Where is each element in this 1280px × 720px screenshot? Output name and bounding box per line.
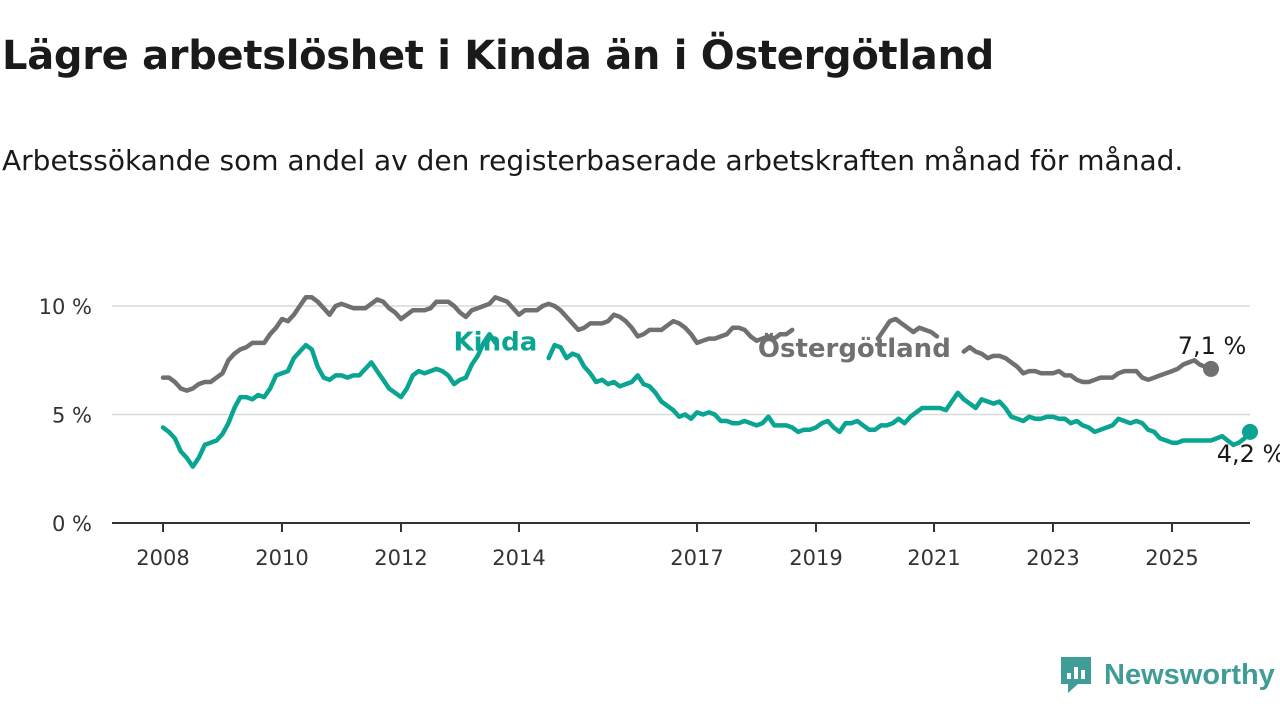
series-endpoint-ostergotland	[1203, 360, 1219, 377]
x-tick-label: 2019	[789, 546, 842, 570]
series-line-ostergotland	[160, 295, 1214, 393]
axis-ticks: 0 % 5 % 10 % 2008 2010 2012 2014 2017 2019 2021 20…	[39, 295, 1199, 570]
end-value-label-ostergotland: 7,1 %	[1178, 332, 1247, 360]
brand-name: Newsworthy	[1104, 658, 1275, 691]
series-lines	[160, 295, 1258, 469]
brand-logo: Newsworthy	[1058, 654, 1275, 696]
series-labels: 7,1 % Östergötland 4,2 % Kinda	[454, 327, 1280, 467]
end-value-label-kinda: 4,2 %	[1217, 440, 1280, 468]
chart-subtitle: Arbetssökande som andel av den registerb…	[2, 144, 1184, 177]
y-tick-label: 10 %	[39, 295, 92, 319]
x-tick-label: 2010	[255, 546, 308, 570]
x-tick-label: 2017	[670, 546, 723, 570]
y-tick-label: 5 %	[52, 404, 92, 428]
y-tick-label: 0 %	[52, 512, 92, 536]
series-label-kinda: Kinda	[454, 327, 538, 357]
series-label-ostergotland: Östergötland	[758, 331, 951, 364]
newsworthy-logo-icon	[1061, 657, 1091, 693]
x-tick-label: 2014	[492, 546, 545, 570]
series-endpoint-kinda	[1242, 423, 1258, 440]
x-tick-label: 2021	[907, 546, 960, 570]
x-tick-label: 2023	[1026, 546, 1079, 570]
chart-title: Lägre arbetslöshet i Kinda än i Östergöt…	[2, 33, 994, 79]
series-line-kinda	[160, 331, 1253, 469]
x-tick-label: 2025	[1145, 546, 1198, 570]
x-tick-label: 2008	[136, 546, 189, 570]
x-tick-label: 2012	[374, 546, 427, 570]
